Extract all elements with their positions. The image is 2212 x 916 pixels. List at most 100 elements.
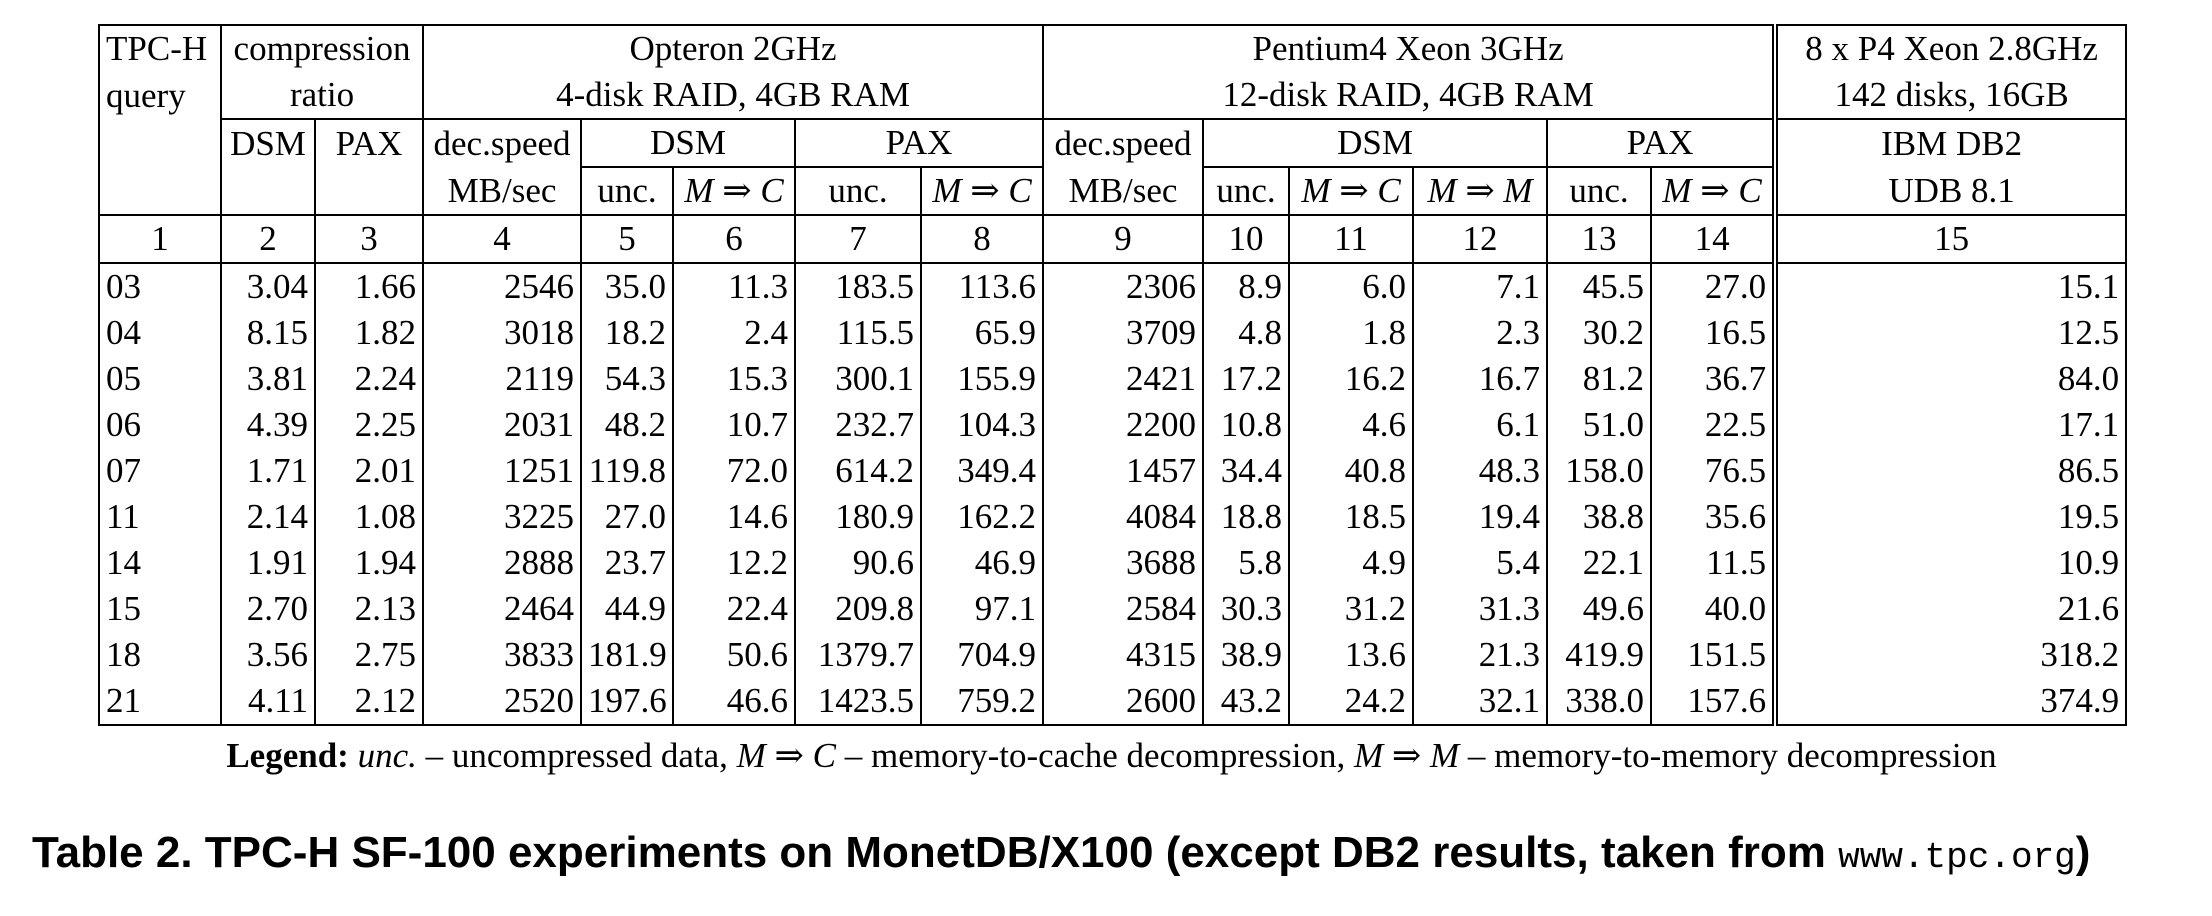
table-cell: 30.3 xyxy=(1202,586,1291,632)
column-number: 6 xyxy=(672,214,797,264)
table-cell: 1251 xyxy=(422,448,583,494)
header-row-3: DSM PAX dec.speed DSM PAX dec.speed DSM … xyxy=(98,118,2128,167)
table-cell: 2421 xyxy=(1042,356,1205,402)
table-cell: 1379.7 xyxy=(794,632,923,678)
query-id-cell: 15 xyxy=(98,586,222,632)
table-cell: 86.5 xyxy=(1772,448,2128,494)
table-cell: 31.2 xyxy=(1288,586,1415,632)
query-id-cell: 21 xyxy=(98,678,222,726)
table-cell: 1.08 xyxy=(313,494,425,540)
table-cell: 157.6 xyxy=(1650,678,1777,726)
table-cell: 1.66 xyxy=(313,262,425,310)
table-cell: 2.3 xyxy=(1412,310,1549,356)
header-compression: compression xyxy=(219,24,425,72)
table-cell: 2306 xyxy=(1042,262,1205,310)
table-cell: 6.0 xyxy=(1288,262,1415,310)
table-cell: 16.5 xyxy=(1650,310,1777,356)
table-cell: 1.8 xyxy=(1288,310,1415,356)
table-cell: 19.4 xyxy=(1412,494,1549,540)
table-cell: 4084 xyxy=(1042,494,1205,540)
table-cell: 209.8 xyxy=(794,586,923,632)
table-cell: 12.5 xyxy=(1772,310,2128,356)
table-body: 03 3.04 1.66 2546 35.0 11.3 183.5 113.6 2306 8.9 6… xyxy=(98,262,2128,726)
table-cell: 2119 xyxy=(422,356,583,402)
table-cell: 4.39 xyxy=(220,402,316,448)
table-cell: 32.1 xyxy=(1412,678,1549,726)
table-cell: 10.7 xyxy=(672,402,797,448)
table-cell: 7.1 xyxy=(1412,262,1549,310)
table-cell: 22.4 xyxy=(672,586,797,632)
table-cell: 374.9 xyxy=(1772,678,2128,726)
table-cell: 338.0 xyxy=(1546,678,1653,726)
table-cell: 8.9 xyxy=(1202,262,1291,310)
table-cell: 24.2 xyxy=(1288,678,1415,726)
table-cell: 1.94 xyxy=(313,540,425,586)
column-number: 7 xyxy=(794,214,923,264)
table-row: 21 4.11 2.12 2520 197.6 46.6 1423.5 759.2 2600 43… xyxy=(98,678,2128,726)
table-cell: 614.2 xyxy=(794,448,923,494)
table-cell: 183.5 xyxy=(794,262,923,310)
table-cell: 48.3 xyxy=(1412,448,1549,494)
table-cell: 76.5 xyxy=(1650,448,1777,494)
table-cell: 72.0 xyxy=(672,448,797,494)
table-cell: 30.2 xyxy=(1546,310,1653,356)
table-cell: 16.7 xyxy=(1412,356,1549,402)
table-cell: 40.0 xyxy=(1650,586,1777,632)
header-tpch: TPC-H xyxy=(98,24,222,72)
table-cell: 2.4 xyxy=(672,310,797,356)
header-query: query xyxy=(98,72,222,119)
table-cell: 35.0 xyxy=(580,262,675,310)
table-cell: 3688 xyxy=(1042,540,1205,586)
column-number: 10 xyxy=(1202,214,1291,264)
table-cell: 36.7 xyxy=(1650,356,1777,402)
table-cell: 158.0 xyxy=(1546,448,1653,494)
header-p4-dsm-mm: M ⇒ M xyxy=(1412,166,1549,215)
table-row: 05 3.81 2.24 2119 54.3 15.3 300.1 155.9 2421 17.2… xyxy=(98,356,2128,402)
header-blank xyxy=(220,167,316,215)
header-row-2: query ratio 4-disk RAID, 4GB RAM 12-disk… xyxy=(98,72,2128,119)
header-pax-ratio: PAX xyxy=(313,118,425,167)
header-p4-pax: PAX xyxy=(1546,118,1777,167)
table-cell: 3.04 xyxy=(220,262,316,310)
table-cell: 18.5 xyxy=(1288,494,1415,540)
column-number: 4 xyxy=(422,214,583,264)
table-cell: 759.2 xyxy=(920,678,1045,726)
table-cell: 1423.5 xyxy=(794,678,923,726)
table-cell: 2200 xyxy=(1042,402,1205,448)
column-number: 3 xyxy=(313,214,425,264)
table-row: 06 4.39 2.25 2031 48.2 10.7 232.7 104.3 2200 10.8… xyxy=(98,402,2128,448)
header-opt-dsm-mc: M ⇒ C xyxy=(672,166,797,215)
header-p4-decspeed: dec.speed xyxy=(1042,118,1205,167)
legend-label: Legend: xyxy=(226,736,349,775)
table-cell: 46.9 xyxy=(920,540,1045,586)
header-opt-pax: PAX xyxy=(794,118,1045,167)
table-cell: 4.11 xyxy=(220,678,316,726)
table-cell: 16.2 xyxy=(1288,356,1415,402)
table-cell: 46.6 xyxy=(672,678,797,726)
legend: Legend: unc. – uncompressed data, M ⇒ C … xyxy=(98,736,2125,776)
table-cell: 5.4 xyxy=(1412,540,1549,586)
table-cell: 300.1 xyxy=(794,356,923,402)
table-cell: 48.2 xyxy=(580,402,675,448)
table-cell: 181.9 xyxy=(580,632,675,678)
query-id-cell: 03 xyxy=(98,262,222,310)
header-row-1: TPC-H compression Opteron 2GHz Pentium4 … xyxy=(98,24,2128,72)
table-cell: 104.3 xyxy=(920,402,1045,448)
table-cell: 4.9 xyxy=(1288,540,1415,586)
table-cell: 8.15 xyxy=(220,310,316,356)
table-cell: 2546 xyxy=(422,262,583,310)
table-caption: Table 2. TPC-H SF-100 experiments on Mon… xyxy=(32,828,2090,878)
header-ibm: IBM DB2 xyxy=(1772,118,2128,167)
table-cell: 3833 xyxy=(422,632,583,678)
legend-mc: M ⇒ C xyxy=(736,736,836,775)
caption-url: www.tpc.org xyxy=(1838,837,2076,878)
table-cell: 18.8 xyxy=(1202,494,1291,540)
header-p4-pax-mc: M ⇒ C xyxy=(1650,166,1777,215)
legend-unc: unc. xyxy=(357,736,417,775)
table-cell: 10.9 xyxy=(1772,540,2128,586)
column-number: 14 xyxy=(1650,214,1777,264)
table-cell: 21.3 xyxy=(1412,632,1549,678)
table-cell: 51.0 xyxy=(1546,402,1653,448)
results-table-container: TPC-H compression Opteron 2GHz Pentium4 … xyxy=(98,24,2128,775)
table-row: 07 1.71 2.01 1251 119.8 72.0 614.2 349.4 1457 34.… xyxy=(98,448,2128,494)
